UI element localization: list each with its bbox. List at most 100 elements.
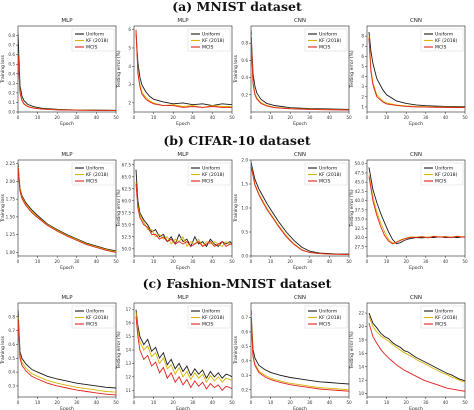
y-tick-label: 16 (126, 321, 132, 326)
legend-label: KF (2018) (435, 38, 458, 44)
legend-label: Uniform (86, 32, 105, 38)
legend-label: MCIS (435, 322, 447, 328)
series-line-kf-2018 (368, 316, 465, 383)
y-tick-label: 4 (128, 64, 131, 69)
series-line-uniform (251, 162, 349, 255)
x-axis-label: Epoch (176, 121, 190, 127)
panel-title: MLP (177, 18, 189, 24)
y-tick-label: 0.6 (8, 52, 15, 57)
x-tick-label: 20 (404, 259, 410, 264)
panel-s1-p1: MLP 50.0 52.5 55.0 57.5 60.0 62.5 65.0 67.5 0 10 20… (116, 152, 235, 271)
y-tick-label: 0.3 (8, 383, 15, 388)
series-line-uniform (18, 309, 116, 389)
y-tick-label: 11 (126, 388, 132, 393)
y-axis-label: Training loss (0, 54, 6, 84)
x-tick-label: 40 (443, 115, 449, 120)
y-tick-label: 1.00 (6, 250, 16, 255)
legend-label: KF (2018) (435, 315, 458, 321)
x-tick-label: 0 (366, 115, 369, 120)
x-axis-label: Epoch (176, 406, 190, 410)
panel-title: MLP (61, 18, 73, 24)
panel-s0-p0: MLP 0.0 0.1 0.2 0.3 0.4 0.5 0.6 0.7 0.8 0 10 20 30 40 5… (0, 18, 119, 127)
y-tick-label: 2 (361, 94, 364, 99)
x-tick-label: 50 (346, 400, 352, 405)
legend-label: KF (2018) (319, 172, 342, 178)
x-tick-label: 10 (384, 115, 390, 120)
panel-s1-p2: CNN 0.0 0.5 1.0 1.5 2.0 0 10 20 30 40 50 Epoch Traini… (233, 152, 352, 271)
series-line-mcis (251, 317, 349, 392)
y-tick-label: 50.0 (122, 246, 132, 251)
legend-label: Uniform (319, 166, 338, 172)
x-tick-label: 50 (462, 115, 468, 120)
legend-label: Uniform (202, 309, 221, 315)
y-tick-label: 0.6 (241, 329, 248, 334)
y-tick-label: 3 (361, 84, 364, 89)
x-tick-label: 0 (250, 400, 253, 405)
x-tick-label: 20 (288, 400, 294, 405)
series-line-kf-2018 (135, 312, 232, 384)
panel-title: CNN (294, 152, 306, 158)
series-line-uniform (135, 169, 232, 248)
legend-label: MCIS (86, 179, 98, 185)
series-line-mcis (18, 319, 116, 396)
y-tick-label: 0.5 (8, 356, 15, 361)
legend-label: MCIS (202, 45, 214, 51)
legend-label: Uniform (202, 32, 221, 38)
y-tick-label: 0.8 (8, 33, 15, 38)
y-tick-label: 35.0 (355, 217, 365, 222)
x-tick-label: 0 (17, 115, 20, 120)
legend-label: MCIS (202, 179, 214, 185)
panel-s1-p0: MLP 1.00 1.25 1.50 1.75 2.00 2.25 0 10 20 30 40 50 Ep… (0, 152, 119, 271)
y-tick-label: 0.7 (8, 328, 15, 333)
series-line-mcis (135, 29, 232, 108)
y-tick-label: 0.5 (241, 344, 248, 349)
y-tick-label: 5 (128, 45, 131, 50)
x-tick-label: 0 (133, 115, 136, 120)
legend-label: Uniform (86, 166, 105, 172)
legend-label: KF (2018) (319, 38, 342, 44)
x-tick-label: 10 (35, 115, 41, 120)
x-tick-label: 30 (190, 259, 196, 264)
x-axis-label: Epoch (60, 265, 74, 271)
panel-s0-p1: MLP 2 3 4 5 6 0 10 20 30 40 50 Epoch Testing error (%… (116, 18, 235, 127)
y-tick-label: 0.8 (8, 314, 15, 319)
series-line-uniform (18, 163, 116, 252)
x-tick-label: 20 (171, 259, 177, 264)
legend-label: MCIS (435, 179, 447, 185)
y-axis-label: Testing error (%) (349, 189, 355, 228)
x-tick-label: 30 (307, 400, 313, 405)
x-tick-label: 0 (250, 115, 253, 120)
y-tick-label: 0.2 (241, 387, 248, 392)
y-tick-label: 42.5 (355, 189, 365, 194)
series-line-kf-2018 (18, 52, 116, 111)
panel-s0-p3: CNN 1 2 3 4 5 6 7 8 0 10 20 30 40 50 Epoch Testing error… (349, 18, 468, 127)
legend-label: KF (2018) (202, 38, 225, 44)
x-axis-label: Epoch (176, 265, 190, 271)
x-tick-label: 10 (151, 259, 157, 264)
x-tick-label: 30 (307, 115, 313, 120)
y-tick-label: 0.7 (241, 315, 248, 320)
y-tick-label: 4 (361, 74, 364, 79)
series-line-mcis (368, 176, 465, 245)
plot-frame (17, 302, 117, 398)
legend-label: KF (2018) (86, 172, 109, 178)
y-tick-label: 0.4 (241, 358, 248, 363)
x-tick-label: 40 (94, 259, 100, 264)
y-axis-label: Testing error (%) (349, 50, 355, 89)
panel-title: CNN (294, 18, 306, 24)
x-tick-label: 40 (210, 115, 216, 120)
x-tick-label: 30 (74, 400, 80, 405)
y-tick-label: 15 (126, 334, 132, 339)
y-tick-label: 2 (128, 100, 131, 105)
y-tick-label: 10 (359, 391, 365, 396)
x-tick-label: 40 (210, 259, 216, 264)
x-tick-label: 30 (423, 400, 429, 405)
x-axis-label: Epoch (293, 265, 307, 271)
x-tick-label: 40 (327, 259, 333, 264)
y-tick-label: 0.3 (241, 373, 248, 378)
y-tick-label: 1.5 (241, 182, 248, 187)
y-tick-label: 17 (126, 307, 132, 312)
y-tick-label: 0.4 (241, 75, 248, 80)
y-tick-label: 67.5 (122, 162, 132, 167)
